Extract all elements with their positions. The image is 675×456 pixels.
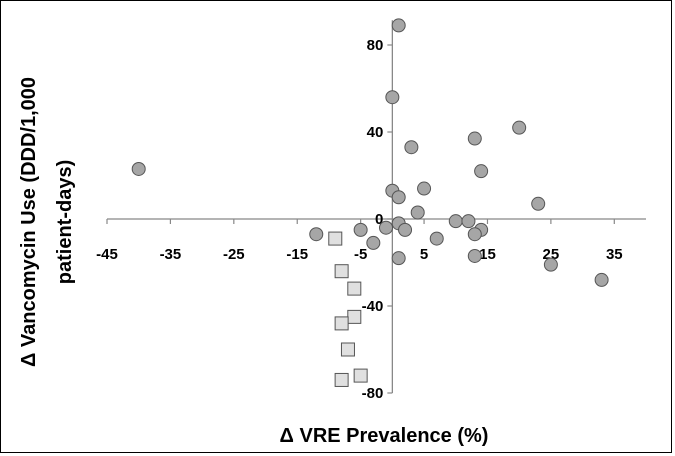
- data-point-circle: [309, 227, 324, 242]
- data-point-circle: [391, 251, 406, 266]
- y-tick-label: -40: [362, 298, 384, 315]
- data-point-circle: [429, 231, 444, 246]
- y-axis-title-line2: patient-days): [54, 160, 76, 284]
- y-tick-label: 80: [367, 37, 384, 54]
- data-point-circle: [353, 222, 368, 237]
- y-tick-label: 0: [375, 211, 383, 228]
- data-point-square: [334, 316, 349, 331]
- data-point-circle: [467, 248, 482, 263]
- data-point-circle: [531, 196, 546, 211]
- x-tick-label: 15: [479, 246, 496, 263]
- data-point-square: [347, 281, 362, 296]
- axes: [106, 20, 646, 394]
- y-axis-title-line1: Δ Vancomycin Use (DDD/1,000: [18, 77, 40, 367]
- x-tick-label: -45: [96, 246, 118, 263]
- data-point-square: [334, 372, 349, 387]
- data-point-circle: [385, 90, 400, 105]
- x-axis-title: Δ VRE Prevalence (%): [280, 425, 489, 447]
- data-point-circle: [543, 257, 558, 272]
- data-point-circle: [131, 161, 146, 176]
- data-point-circle: [448, 214, 463, 229]
- x-tick-label: 25: [543, 246, 560, 263]
- data-point-circle: [366, 235, 381, 250]
- data-point-circle: [594, 272, 609, 287]
- x-tick-label: -15: [286, 246, 308, 263]
- data-point-square: [353, 368, 368, 383]
- data-point-circle: [391, 18, 406, 33]
- data-point-square: [347, 309, 362, 324]
- data-point-square: [328, 231, 343, 246]
- data-point-circle: [391, 190, 406, 205]
- y-tick-label: 40: [367, 124, 384, 141]
- x-tick-label: -25: [223, 246, 245, 263]
- data-point-circle: [467, 227, 482, 242]
- data-point-circle: [467, 131, 482, 146]
- x-tick-label: -35: [160, 246, 182, 263]
- data-point-square: [340, 342, 355, 357]
- x-tick-label: 35: [606, 246, 623, 263]
- y-tick-label: -80: [362, 385, 384, 402]
- x-tick-label: 5: [420, 246, 428, 263]
- data-points: [131, 18, 609, 387]
- data-point-circle: [398, 222, 413, 237]
- data-point-circle: [379, 220, 394, 235]
- data-point-circle: [474, 164, 489, 179]
- tick-labels: -45 -35 -25 -15 -5 5 15 25 35 -80 -40 0 40 80: [96, 37, 622, 402]
- data-point-circle: [512, 120, 527, 135]
- data-point-circle: [404, 140, 419, 155]
- data-point-circle: [417, 181, 432, 196]
- x-tick-label: -5: [354, 246, 367, 263]
- data-point-square: [334, 264, 349, 279]
- data-point-circle: [461, 214, 476, 229]
- data-point-circle: [410, 205, 425, 220]
